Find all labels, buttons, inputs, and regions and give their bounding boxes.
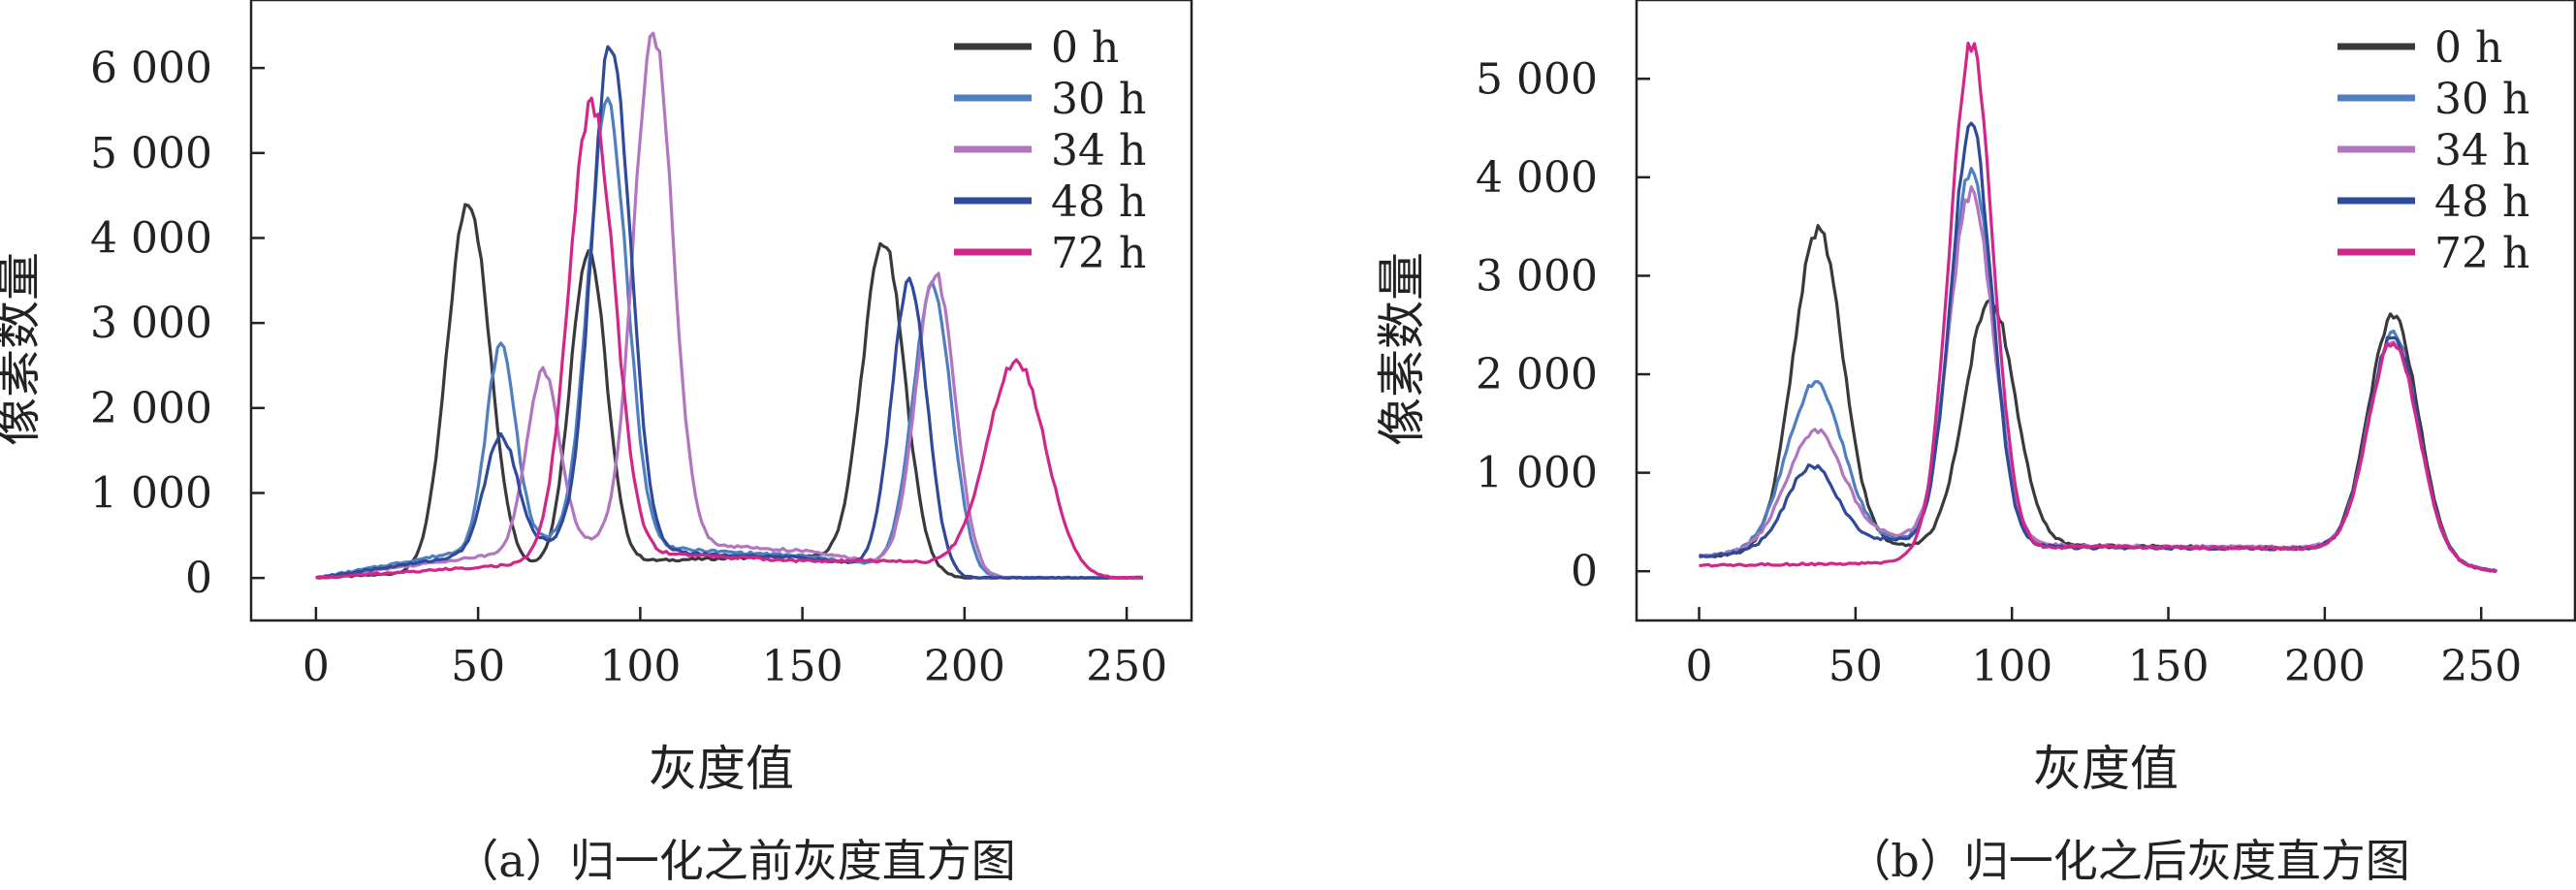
panel-a-x-tick-label: 0 xyxy=(302,642,330,691)
panel-a-y-axis-label: 像素数量 xyxy=(0,252,46,446)
panel-a-plot-frame xyxy=(249,0,1193,622)
panel-a: 0 50 100 150 200 250 0 1 000 2 000 3 000 4 000 5 00… xyxy=(0,0,1193,797)
panel-a-series-line xyxy=(315,31,1144,580)
panel-b-series-line xyxy=(1699,121,2497,573)
panel-a-series-line xyxy=(315,96,1144,580)
panel-b-x-tick-label: 250 xyxy=(2440,642,2522,691)
panel-b-legend-label: 30 h xyxy=(2434,75,2529,124)
panel-a-y-tick-label: 6 000 xyxy=(90,44,212,93)
panel-b-series-line xyxy=(1699,42,2497,573)
panel-b-x-tick-label: 50 xyxy=(1829,642,1883,691)
panel-b-x-tick-label: 0 xyxy=(1686,642,1713,691)
panel-b-plot-frame xyxy=(1635,0,2576,622)
panel-b-legend-label: 48 h xyxy=(2434,177,2529,227)
panel-a-x-tick-label: 200 xyxy=(924,642,1005,691)
panel-a-legend-label: 34 h xyxy=(1051,126,1146,175)
panel-b: 0 50 100 150 200 250 0 1 000 2 000 3 000 4 000 5 00… xyxy=(1374,0,2576,797)
panel-b-y-tick-label: 2 000 xyxy=(1476,350,1598,399)
panel-a-y-tick-label: 2 000 xyxy=(90,384,212,433)
panel-a-legend-label: 48 h xyxy=(1051,177,1146,227)
panel-a-series-line xyxy=(315,203,1143,580)
panel-a-y-tick-label: 4 000 xyxy=(90,213,212,263)
panel-b-x-axis-label: 灰度值 xyxy=(2033,741,2178,797)
panel-b-y-tick-label: 0 xyxy=(1571,547,1598,596)
panel-a-x-axis-label: 灰度值 xyxy=(649,741,794,797)
panel-b-caption: （b）归一化之后灰度直方图 xyxy=(1846,835,2410,887)
panel-a-y-tick-label: 0 xyxy=(185,554,212,603)
panel-b-legend-label: 72 h xyxy=(2434,229,2529,278)
panel-b-x-tick-label: 150 xyxy=(2128,642,2210,691)
panel-a-y-tick-label: 5 000 xyxy=(90,129,212,178)
panel-b-y-tick-label: 1 000 xyxy=(1476,449,1598,498)
panel-b-series-line xyxy=(1699,224,2497,573)
panel-a-y-tick-label: 3 000 xyxy=(90,299,212,348)
panel-a-y-tick-label: 1 000 xyxy=(90,468,212,518)
panel-b-x-tick-label: 100 xyxy=(1971,642,2052,691)
panel-a-x-tick-label: 150 xyxy=(762,642,843,691)
panel-b-y-tick-label: 5 000 xyxy=(1476,54,1598,104)
panel-b-y-tick-label: 4 000 xyxy=(1476,153,1598,203)
panel-a-x-tick-label: 250 xyxy=(1086,642,1167,691)
panel-a-legend-label: 0 h xyxy=(1051,23,1119,73)
panel-a-legend-label: 72 h xyxy=(1051,229,1146,278)
panel-a-caption: （a）归一化之前灰度直方图 xyxy=(454,835,1016,887)
panel-a-x-tick-label: 50 xyxy=(451,642,505,691)
panel-a-series-line xyxy=(315,96,1143,580)
panel-b-legend-label: 34 h xyxy=(2434,126,2529,175)
panel-a-legend-label: 30 h xyxy=(1051,75,1146,124)
panel-a-x-tick-label: 100 xyxy=(599,642,681,691)
panel-b-x-tick-label: 200 xyxy=(2284,642,2366,691)
panel-b-y-axis-label: 像素数量 xyxy=(1374,252,1430,446)
panel-b-legend-label: 0 h xyxy=(2434,23,2502,73)
panel-a-series-line xyxy=(315,45,1143,580)
panel-b-y-tick-label: 3 000 xyxy=(1476,251,1598,301)
